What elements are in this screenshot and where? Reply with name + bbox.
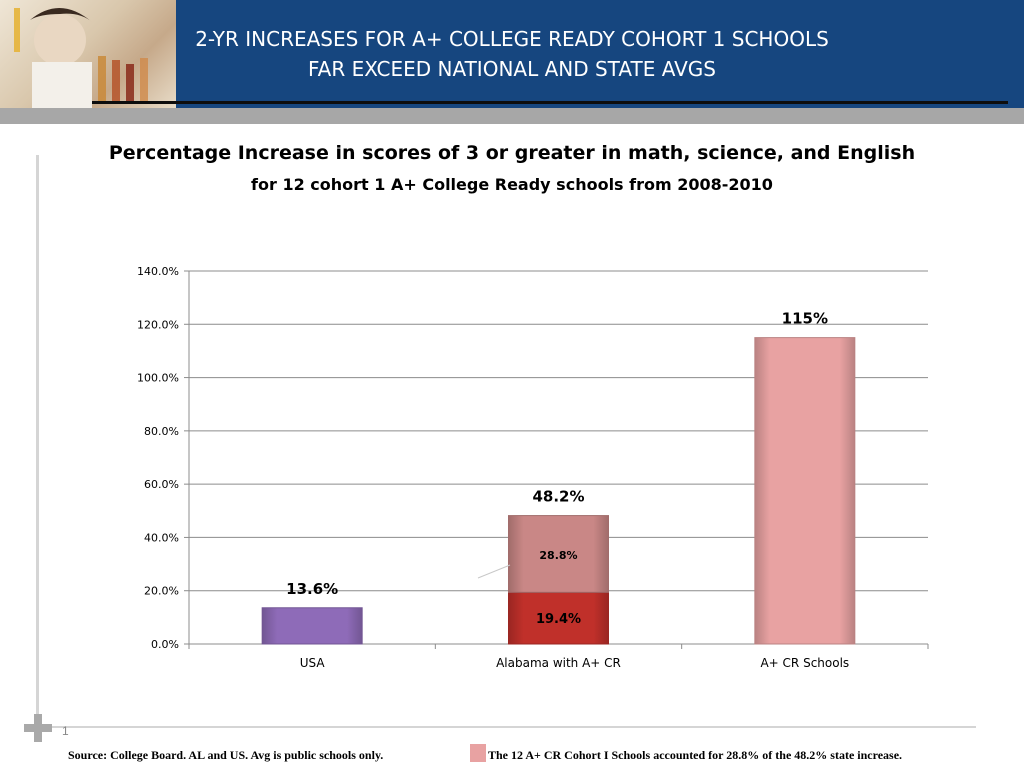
segment-data-label: 19.4% — [536, 612, 581, 627]
header-title-line2: FAR EXCEED NATIONAL AND STATE AVGS — [308, 57, 716, 81]
bar-total-label: 13.6% — [286, 580, 338, 598]
y-tick-label: 0.0% — [151, 638, 179, 651]
header-title-line1: 2-YR INCREASES FOR A+ COLLEGE READY COHO… — [195, 27, 829, 51]
chart-subtitle: for 12 cohort 1 A+ College Ready schools… — [251, 175, 773, 194]
bottom-accent-rule — [36, 726, 976, 728]
bar-segment — [754, 337, 856, 645]
bar-segment — [508, 515, 609, 593]
header-strip — [0, 108, 1024, 124]
x-category-label: Alabama with A+ CR — [496, 656, 621, 670]
y-tick-label: 40.0% — [144, 531, 179, 544]
footer-source: Source: College Board. AL and US. Avg is… — [68, 748, 384, 762]
bar-segment — [261, 607, 363, 645]
bar-total-label: 48.2% — [532, 488, 584, 506]
left-accent-rule — [36, 155, 39, 730]
page-number: 1 — [62, 724, 69, 738]
y-tick-label: 60.0% — [144, 478, 179, 491]
plus-icon — [24, 724, 52, 732]
segment-data-label: 28.8% — [539, 549, 577, 562]
y-tick-label: 120.0% — [137, 318, 179, 331]
x-category-label: A+ CR Schools — [760, 656, 849, 670]
x-category-label: USA — [300, 656, 326, 670]
y-tick-label: 140.0% — [137, 265, 179, 278]
footer-note-swatch — [470, 744, 486, 762]
footer-note: The 12 A+ CR Cohort I Schools accounted … — [488, 748, 903, 762]
y-tick-label: 20.0% — [144, 585, 179, 598]
header-photo — [0, 0, 176, 108]
bar-total-label: 115% — [782, 310, 828, 328]
student-lab-photo-icon — [14, 7, 148, 108]
y-tick-label: 80.0% — [144, 425, 179, 438]
leader-line — [477, 564, 511, 579]
header-rule — [92, 101, 1008, 104]
chart-title: Percentage Increase in scores of 3 or gr… — [108, 142, 916, 164]
header-banner: 2-YR INCREASES FOR A+ COLLEGE READY COHO… — [0, 0, 1024, 124]
y-tick-label: 100.0% — [137, 372, 179, 385]
